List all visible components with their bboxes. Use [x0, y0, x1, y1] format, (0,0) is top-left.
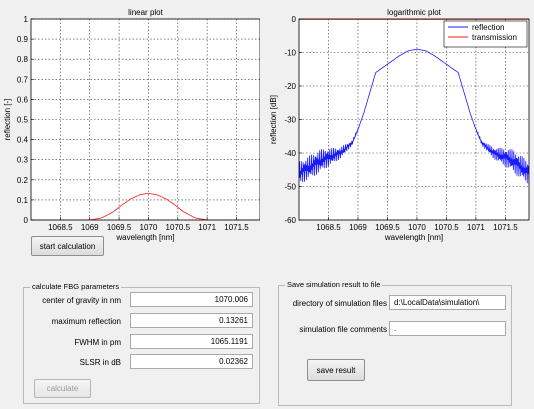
logarithmic-plot: 1068.5 1069 1069.5 1070 1070.5 1071 1071.5 0 -10…: [269, 8, 530, 242]
linear-y-tick-label: 0.2: [17, 176, 29, 185]
fbg-panel-title: calculate FBG parameters: [30, 282, 122, 291]
linear-plot-area: [31, 19, 260, 220]
linear-series-line0: [31, 192, 260, 220]
log-series-reflection: [299, 48, 529, 185]
linear-x-tick-label: 1070: [140, 223, 158, 232]
linear-x-tick-label: 1069: [81, 223, 99, 232]
log-y-tick-label: -50: [284, 183, 296, 192]
center-of-gravity-label: center of gravity in nm: [42, 296, 121, 305]
linear-x-tick-label: 1068.5: [48, 223, 73, 232]
log-y-tick-label: -60: [284, 216, 296, 225]
log-x-tick-label: 1069.5: [375, 223, 400, 232]
linear-x-tick-label: 1071: [198, 223, 216, 232]
linear-x-tick-label: 1071.5: [224, 223, 249, 232]
fbg-parameters-panel: calculate FBG parameters center of gravi…: [23, 282, 260, 404]
log-y-tick-label: 0: [292, 15, 297, 24]
center-of-gravity-field[interactable]: 1070.006: [130, 292, 253, 307]
log-x-tick-label: 1071.5: [493, 223, 518, 232]
log-y-tick-label: -20: [284, 82, 296, 91]
linear-y-tick-label: 0: [24, 216, 29, 225]
comments-label: simulation file comments: [299, 325, 387, 334]
linear-y-tick-label: 0.8: [17, 55, 29, 64]
slsr-label: SLSR in dB: [79, 358, 121, 367]
log-y-tick-label: -30: [284, 116, 296, 125]
log-plot-area: [299, 19, 529, 220]
log-y-tick-label: -10: [284, 49, 296, 58]
save-panel-title: Save simulation result to file: [285, 280, 383, 289]
fwhm-label: FWHM in pm: [74, 338, 121, 347]
linear-y-tick-label: 0.3: [17, 156, 29, 165]
log-xlabel: wavelength [nm]: [384, 233, 443, 242]
linear-y-tick-label: 0.4: [17, 136, 29, 145]
linear-y-tick-label: 0.9: [17, 35, 29, 44]
fwhm-field[interactable]: 1065.1191: [130, 334, 253, 349]
linear-title: linear plot: [128, 8, 163, 17]
linear-y-tick-label: 0.7: [17, 75, 29, 84]
slsr-field[interactable]: 0.02362: [130, 354, 253, 369]
save-result-button[interactable]: save result: [307, 359, 365, 381]
save-result-panel: Save simulation result to file directory…: [278, 280, 512, 406]
comments-field[interactable]: .: [389, 321, 506, 336]
linear-x-tick-label: 1070.5: [166, 223, 191, 232]
log-legend: [443, 20, 528, 48]
log-legend-label: reflection: [472, 23, 504, 32]
linear-xlabel: wavelength [nm]: [115, 233, 174, 242]
calculate-button[interactable]: calculate: [34, 379, 91, 398]
linear-ylabel: reflection [-]: [3, 99, 12, 141]
linear-y-tick-label: 0.1: [17, 196, 29, 205]
linear-y-tick-label: 0.5: [17, 116, 29, 125]
linear-plot: 1068.5 1069 1069.5 1070 1070.5 1071 1071.5 0 0.1…: [3, 8, 260, 242]
log-ylabel: reflection [dB]: [269, 95, 278, 144]
linear-y-tick-label: 0.6: [17, 95, 29, 104]
maximum-reflection-field[interactable]: 0.13261: [130, 313, 253, 328]
linear-y-tick-label: 1: [24, 15, 29, 24]
log-y-tick-label: -40: [284, 149, 296, 158]
log-x-tick-label: 1071: [467, 223, 485, 232]
directory-field[interactable]: d:\LocalData\simulation\: [389, 295, 506, 310]
log-title: logarithmic plot: [387, 8, 442, 17]
log-legend-label: transmission: [472, 33, 517, 42]
log-x-tick-label: 1070: [408, 223, 426, 232]
log-x-tick-label: 1069: [349, 223, 367, 232]
log-x-tick-label: 1070.5: [434, 223, 459, 232]
maximum-reflection-label: maximum reflection: [51, 317, 121, 326]
start-calculation-button[interactable]: start calculation: [31, 236, 104, 256]
linear-x-tick-label: 1069.5: [107, 223, 132, 232]
directory-label: directory of simulation files: [292, 299, 387, 308]
log-x-tick-label: 1068.5: [316, 223, 341, 232]
